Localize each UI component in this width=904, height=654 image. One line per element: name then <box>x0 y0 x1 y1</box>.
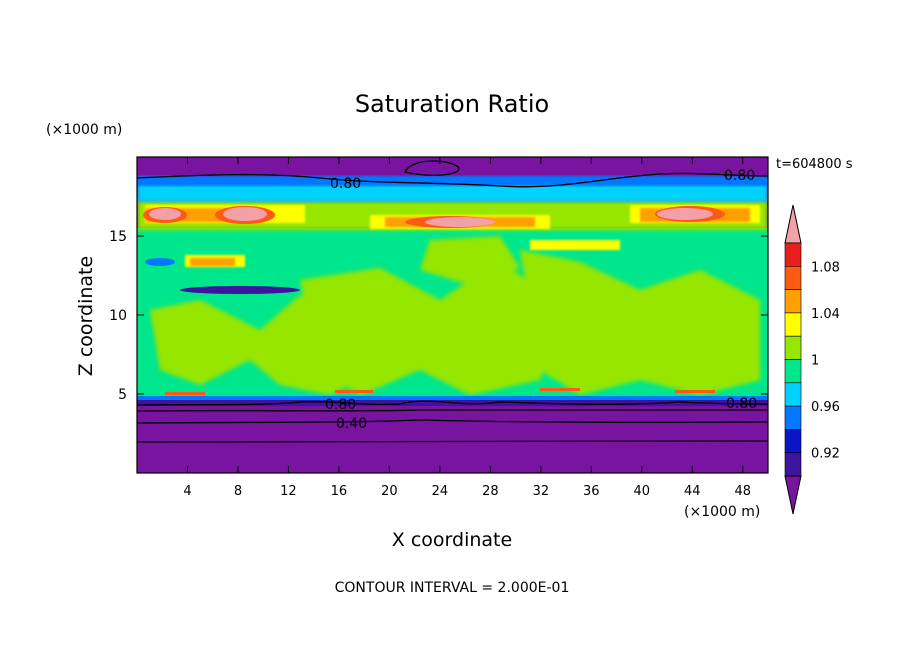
x-tick-label: 44 <box>684 484 701 499</box>
saturation-field <box>137 157 768 473</box>
x-tick-label: 16 <box>331 484 348 499</box>
y-tick-label: 5 <box>118 387 127 403</box>
colorbar-tick-label: 1.08 <box>811 260 840 275</box>
colorbar-level <box>784 359 802 384</box>
y-tick-label: 10 <box>109 308 127 324</box>
colorbar-level <box>784 452 802 477</box>
contour-label: 0.40 <box>336 416 367 432</box>
x-tick-label: 36 <box>583 484 600 499</box>
colorbar-tick-label: 1.04 <box>811 307 840 322</box>
x-tick-label: 20 <box>381 484 398 499</box>
time-label: t=604800 s <box>776 157 853 172</box>
colorbar-level <box>784 429 802 453</box>
colorbar-level <box>784 242 802 267</box>
x-unit-label: (×1000 m) <box>684 504 760 520</box>
x-tick-label: 4 <box>183 484 191 499</box>
colorbar-level <box>784 335 802 360</box>
x-tick-label: 24 <box>432 484 449 499</box>
y-unit-label: (×1000 m) <box>46 122 122 138</box>
contour-label: 0.80 <box>724 168 755 184</box>
x-tick-label: 8 <box>234 484 242 499</box>
colorbar-tick-label: 1 <box>811 354 819 369</box>
x-axis-label: X coordinate <box>392 529 512 551</box>
x-tick-label: 48 <box>734 484 751 499</box>
y-axis: 5 10 15 <box>109 229 768 403</box>
y-axis-label: Z coordinate <box>75 256 97 376</box>
colorbar-level <box>784 289 802 314</box>
x-tick-label: 28 <box>482 484 499 499</box>
contour-label: 0.80 <box>325 397 356 413</box>
contour-interval-footer: CONTOUR INTERVAL = 2.000E-01 <box>335 580 570 596</box>
colorbar-tick-label: 0.96 <box>811 400 840 415</box>
colorbar-level <box>784 312 802 337</box>
chart-title: Saturation Ratio <box>355 90 549 118</box>
y-tick-label: 15 <box>109 229 127 245</box>
colorbar-level <box>784 265 802 290</box>
contour-label: 0.80 <box>726 396 757 412</box>
x-axis: 4 8 12 16 20 24 28 32 36 40 44 48 <box>183 157 751 499</box>
colorbar-level <box>784 405 802 430</box>
contour-labels: 0.80 0.80 0.80 0.80 0.40 <box>325 168 757 432</box>
colorbar-cap-top <box>784 204 802 244</box>
x-tick-label: 40 <box>634 484 651 499</box>
contour-label: 0.80 <box>330 176 361 192</box>
x-tick-label: 32 <box>533 484 550 499</box>
contour-lines <box>137 160 768 443</box>
colorbar-tick-label: 0.92 <box>811 447 840 462</box>
x-tick-label: 12 <box>280 484 297 499</box>
colorbar: 1.08 1.04 1 0.96 0.92 <box>784 204 840 515</box>
colorbar-level <box>784 382 802 407</box>
colorbar-cap-bottom <box>784 475 802 515</box>
